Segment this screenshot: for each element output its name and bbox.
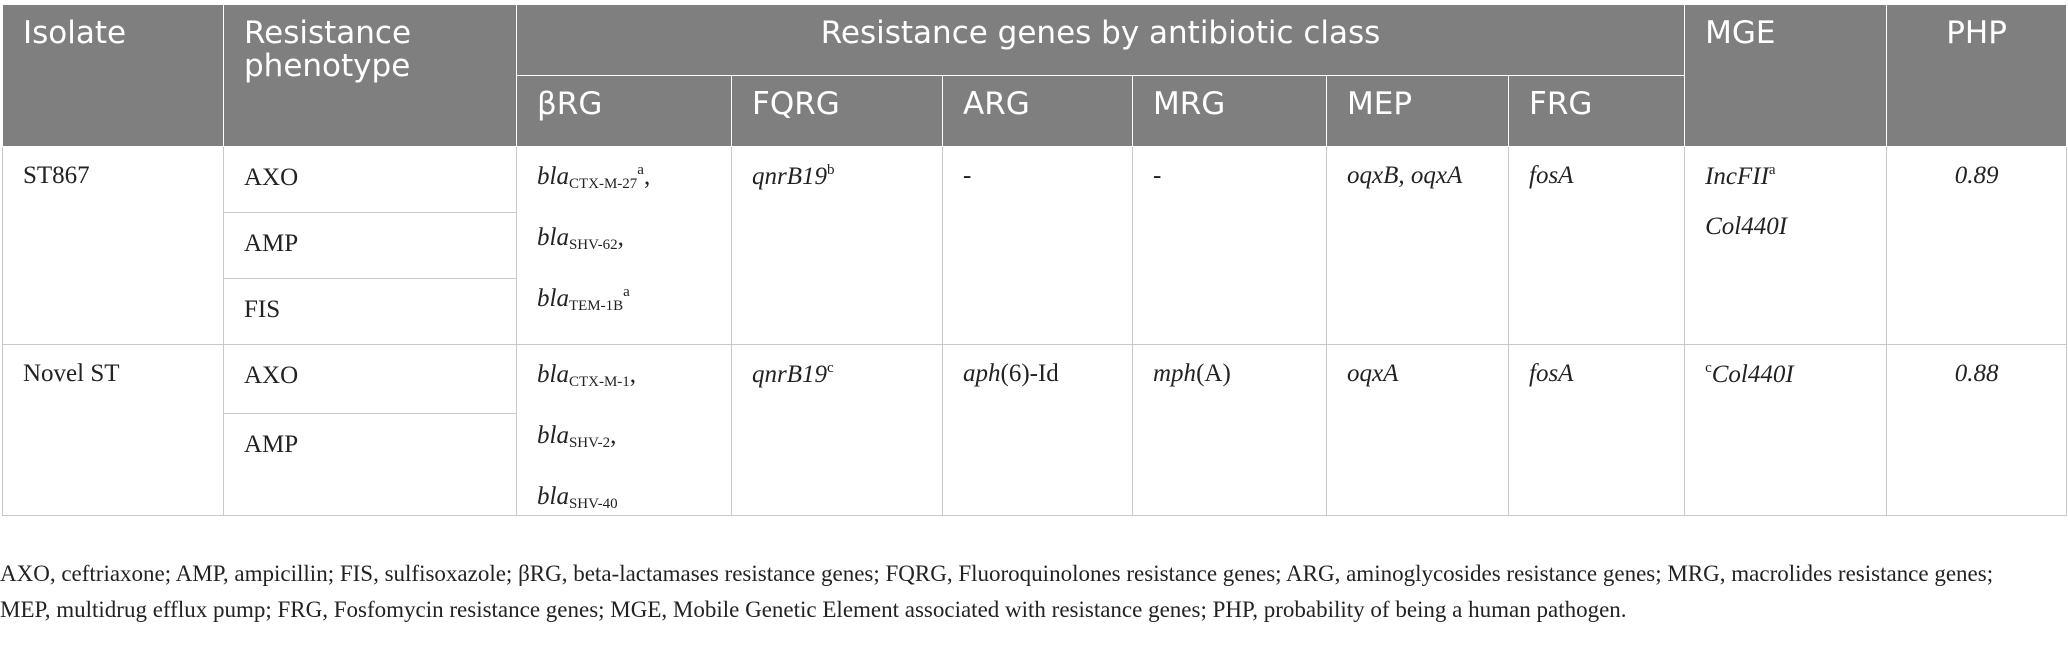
header-mrg: MRG <box>1132 75 1327 147</box>
cell-phenotype: AXO <box>223 343 517 415</box>
cell-phenotype: AMP <box>223 413 517 516</box>
cell-arg: - <box>942 146 1133 345</box>
cell-php: 0.89 <box>1886 146 2068 345</box>
table-footnote: AXO, ceftriaxone; AMP, ampicillin; FIS, … <box>0 561 1994 622</box>
table-row: AMP <box>3 413 2067 516</box>
cell-phenotype: AMP <box>223 212 517 279</box>
header-fqrg: FQRG <box>731 75 943 147</box>
cell-phenotype: FIS <box>223 278 517 345</box>
cell-frg: fosA <box>1507 344 1686 516</box>
cell-brg: blaCTX-M-27a, blaSHV-62, blaTEM-1Ba <box>516 146 732 345</box>
header-frg: FRG <box>1507 75 1686 147</box>
cell-isolate: Novel ST <box>2 344 224 516</box>
header-genes-group: Resistance genes by antibiotic class <box>515 4 1686 76</box>
header-isolate: Isolate <box>2 4 224 147</box>
cell-mep: oqxA <box>1326 344 1509 516</box>
header-php: PHP <box>1886 4 2068 147</box>
cell-mrg: mph(A) <box>1132 344 1327 516</box>
cell-arg: aph(6)-Id <box>942 344 1133 516</box>
table-row: FIS <box>3 278 2067 345</box>
cell-brg: blaCTX-M-1, blaSHV-2, blaSHV-40 <box>516 344 732 516</box>
cell-isolate: ST867 <box>2 146 224 345</box>
cell-frg: fosA <box>1507 146 1686 345</box>
table-row: AMP <box>3 212 2067 279</box>
cell-mge: cCol440I <box>1684 344 1888 516</box>
cell-mep: oqxB, oqxA <box>1326 146 1509 345</box>
cell-php: 0.88 <box>1886 344 2068 516</box>
cell-mge: IncFIIa Col440I <box>1684 146 1888 345</box>
header-arg: ARG <box>942 75 1133 147</box>
resistance-table: Isolate Resistance phenotype Resistance g… <box>2 4 2068 516</box>
cell-fqrg: qnrB19b <box>731 146 943 345</box>
header-mge: MGE <box>1684 4 1888 147</box>
table-row: Novel ST AXO blaCTX-M-1, blaSHV-2, blaSH… <box>2 343 2068 516</box>
cell-mrg: - <box>1132 146 1327 345</box>
cell-phenotype: AXO <box>223 146 517 213</box>
cell-fqrg: qnrB19c <box>731 344 943 516</box>
header-mep: MEP <box>1326 75 1509 147</box>
header-phenotype: Resistance phenotype <box>223 4 517 147</box>
header-brg: βRG <box>516 75 732 147</box>
table-row: ST867 AXO blaCTX-M-27a, blaSHV-62, blaTE… <box>2 146 2068 345</box>
